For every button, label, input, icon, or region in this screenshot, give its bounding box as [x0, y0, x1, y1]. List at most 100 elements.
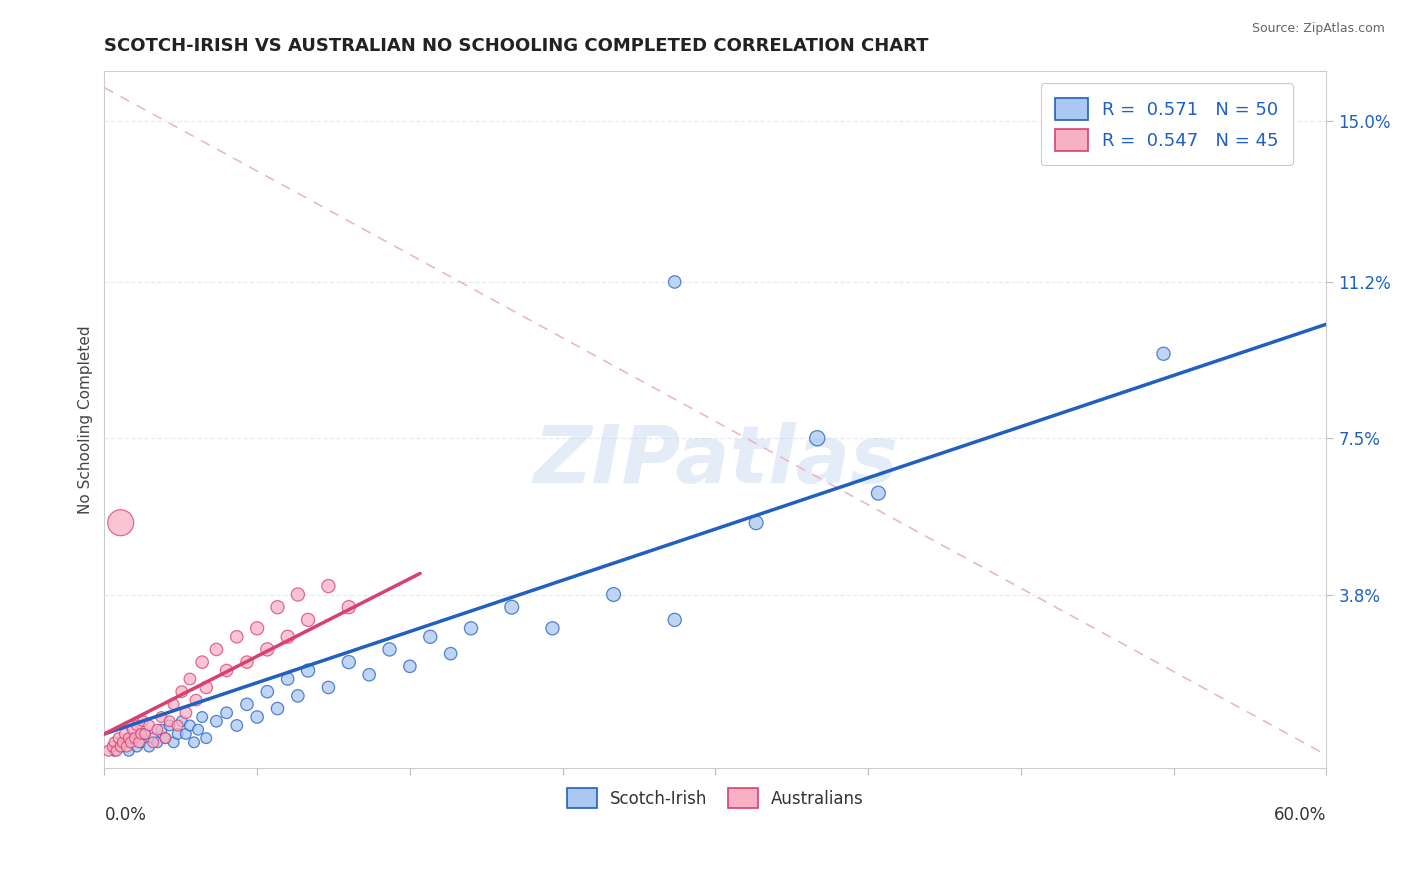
Point [150, 710, 173, 724]
Point [236, 698, 259, 712]
Point [318, 681, 340, 695]
Point [162, 698, 184, 712]
Point [110, 739, 132, 754]
Point [155, 731, 177, 746]
Point [120, 735, 142, 749]
Point [602, 588, 624, 602]
Point [122, 731, 145, 746]
Point [191, 655, 214, 669]
Point [236, 655, 259, 669]
Point [460, 621, 482, 635]
Point [111, 735, 134, 749]
Point [129, 727, 152, 741]
Text: ZIPatlas: ZIPatlas [533, 422, 898, 500]
Text: 60.0%: 60.0% [1274, 806, 1326, 824]
Point [146, 723, 169, 737]
Point [225, 718, 247, 732]
Point [745, 516, 768, 530]
Point [159, 718, 181, 732]
Point [110, 516, 132, 530]
Point [225, 630, 247, 644]
Point [318, 579, 340, 593]
Point [107, 731, 129, 746]
Point [142, 731, 165, 746]
Point [179, 718, 201, 732]
Point [277, 672, 299, 686]
Point [419, 630, 441, 644]
Point [246, 710, 269, 724]
Point [125, 739, 148, 754]
Point [174, 727, 197, 741]
Point [138, 718, 160, 732]
Point [97, 744, 120, 758]
Point [277, 630, 299, 644]
Point [134, 727, 156, 741]
Legend: Scotch-Irish, Australians: Scotch-Irish, Australians [561, 781, 870, 815]
Point [337, 600, 360, 615]
Point [179, 672, 201, 686]
Point [170, 714, 193, 729]
Point [183, 735, 205, 749]
Point [378, 642, 401, 657]
Point [215, 664, 238, 678]
Point [187, 723, 209, 737]
Point [501, 600, 523, 615]
Point [297, 664, 319, 678]
Point [195, 731, 218, 746]
Point [256, 684, 278, 698]
Point [399, 659, 422, 673]
Point [166, 727, 188, 741]
Point [297, 613, 319, 627]
Point [266, 701, 288, 715]
Point [142, 735, 165, 749]
Point [115, 739, 138, 754]
Y-axis label: No Schooling Completed: No Schooling Completed [79, 325, 93, 514]
Point [337, 655, 360, 669]
Point [287, 689, 309, 703]
Point [150, 723, 173, 737]
Point [246, 621, 269, 635]
Point [114, 727, 136, 741]
Point [191, 710, 214, 724]
Point [105, 744, 128, 758]
Point [541, 621, 564, 635]
Point [174, 706, 197, 720]
Point [287, 588, 309, 602]
Point [159, 714, 181, 729]
Point [125, 718, 148, 732]
Point [101, 739, 124, 754]
Point [266, 600, 288, 615]
Point [359, 667, 381, 681]
Point [134, 727, 156, 741]
Point [103, 735, 125, 749]
Point [132, 714, 155, 729]
Point [114, 735, 136, 749]
Point [184, 693, 207, 707]
Text: Source: ZipAtlas.com: Source: ZipAtlas.com [1251, 22, 1385, 36]
Point [664, 613, 686, 627]
Point [205, 642, 228, 657]
Point [103, 744, 125, 758]
Point [256, 642, 278, 657]
Point [118, 744, 141, 758]
Point [129, 735, 152, 749]
Point [138, 739, 160, 754]
Point [118, 731, 141, 746]
Point [124, 731, 146, 746]
Point [1153, 347, 1175, 361]
Point [166, 718, 188, 732]
Point [162, 735, 184, 749]
Point [806, 431, 828, 445]
Point [440, 647, 463, 661]
Point [205, 714, 228, 729]
Point [146, 735, 169, 749]
Point [128, 735, 150, 749]
Point [195, 681, 218, 695]
Point [155, 731, 177, 746]
Point [868, 486, 890, 500]
Point [664, 275, 686, 289]
Point [215, 706, 238, 720]
Text: SCOTCH-IRISH VS AUSTRALIAN NO SCHOOLING COMPLETED CORRELATION CHART: SCOTCH-IRISH VS AUSTRALIAN NO SCHOOLING … [104, 37, 929, 55]
Point [170, 684, 193, 698]
Text: 0.0%: 0.0% [104, 806, 146, 824]
